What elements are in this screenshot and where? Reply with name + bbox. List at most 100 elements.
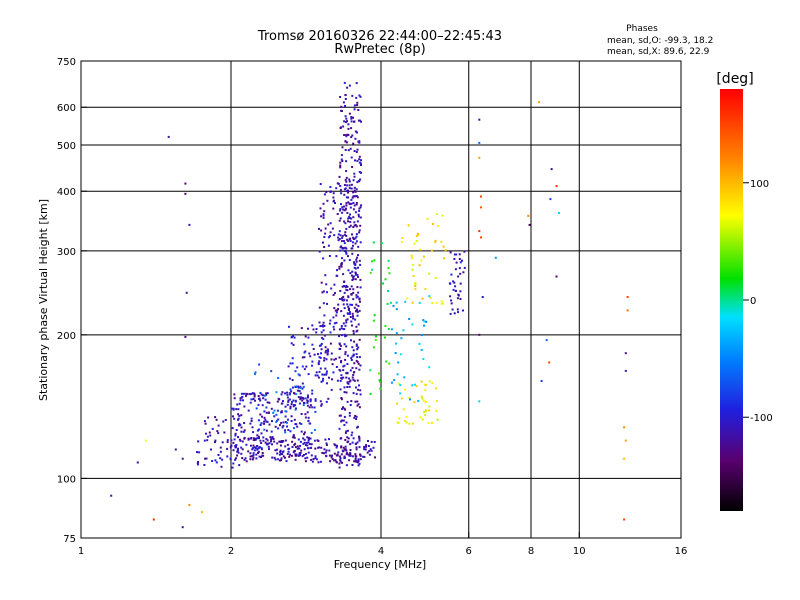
data-point [416,232,419,235]
data-point [340,109,343,112]
data-point [250,437,253,439]
data-point [338,356,341,359]
data-point [249,401,252,404]
data-point [219,446,222,449]
data-point [356,273,359,276]
stats-heading: Phases [626,24,658,34]
data-point [335,366,338,368]
data-point [356,404,359,407]
data-point [339,290,342,292]
data-point [319,460,322,463]
data-point [352,374,355,376]
x-axis-ticks: 1 2 4 6 8 10 16 [78,532,687,557]
data-point [257,428,260,431]
data-point [328,255,331,257]
data-point [305,365,308,368]
data-point [430,249,433,252]
data-point [355,303,358,306]
data-point [325,373,328,376]
data-point [398,417,401,420]
data-point [348,180,351,183]
data-point [414,288,417,291]
data-point [352,349,355,352]
data-point [306,401,309,404]
data-point [352,371,355,374]
data-point [344,149,347,151]
data-point [324,367,327,370]
x-axis-label: Frequency [MHz] [334,558,426,571]
data-point [339,166,342,169]
data-point [335,255,338,258]
data-point [358,141,361,144]
data-point [348,178,351,181]
data-point [357,362,360,365]
data-point [286,391,288,394]
data-point [343,391,346,394]
data-point [323,448,326,451]
data-point [412,275,415,277]
data-point [315,328,318,330]
data-point [303,351,306,354]
data-point [431,223,434,225]
data-point [279,449,282,452]
data-point [300,327,303,330]
data-point [323,236,326,238]
data-point [276,452,279,455]
data-point [345,176,348,179]
data-point [351,324,353,327]
data-point [358,406,361,409]
data-point [348,380,351,383]
data-point [288,377,291,380]
data-point [311,389,314,392]
data-point [287,418,289,421]
data-point [340,325,343,327]
data-point [355,258,358,261]
y-axis-ticks: 75 100 200 300 400 500 600 750 [57,57,87,545]
data-point [369,271,372,274]
data-point [214,416,217,419]
data-point [315,331,318,334]
data-point [624,439,627,442]
data-point [389,301,392,304]
data-point [343,220,346,223]
data-point [367,445,370,447]
data-point [288,325,290,328]
data-point [289,430,292,433]
data-point [333,452,336,455]
data-point [347,220,349,223]
data-point [253,395,256,398]
data-point [237,418,239,421]
data-point [435,409,438,412]
data-point [408,422,411,425]
data-point [302,404,305,407]
data-point [320,215,323,218]
data-point [540,380,543,382]
data-point [362,455,365,458]
data-point [287,429,290,431]
data-point [348,84,351,87]
data-point [395,308,398,311]
data-point [428,409,430,412]
data-point [258,446,261,448]
data-point [339,209,342,212]
data-point [431,382,434,385]
data-point [358,309,361,312]
data-point [347,149,350,152]
data-point [325,283,328,286]
data-point [350,156,353,159]
data-point [342,322,345,325]
data-point [343,386,346,389]
data-point [353,340,356,343]
data-point [335,311,338,314]
data-point [319,183,322,185]
data-point [282,455,285,458]
data-point [250,398,253,401]
data-point [345,141,348,144]
data-point [341,211,344,214]
data-point [345,334,348,337]
data-point [459,298,462,300]
data-point [286,396,289,399]
data-point [351,355,354,358]
data-point [349,454,352,457]
data-point [424,400,427,403]
